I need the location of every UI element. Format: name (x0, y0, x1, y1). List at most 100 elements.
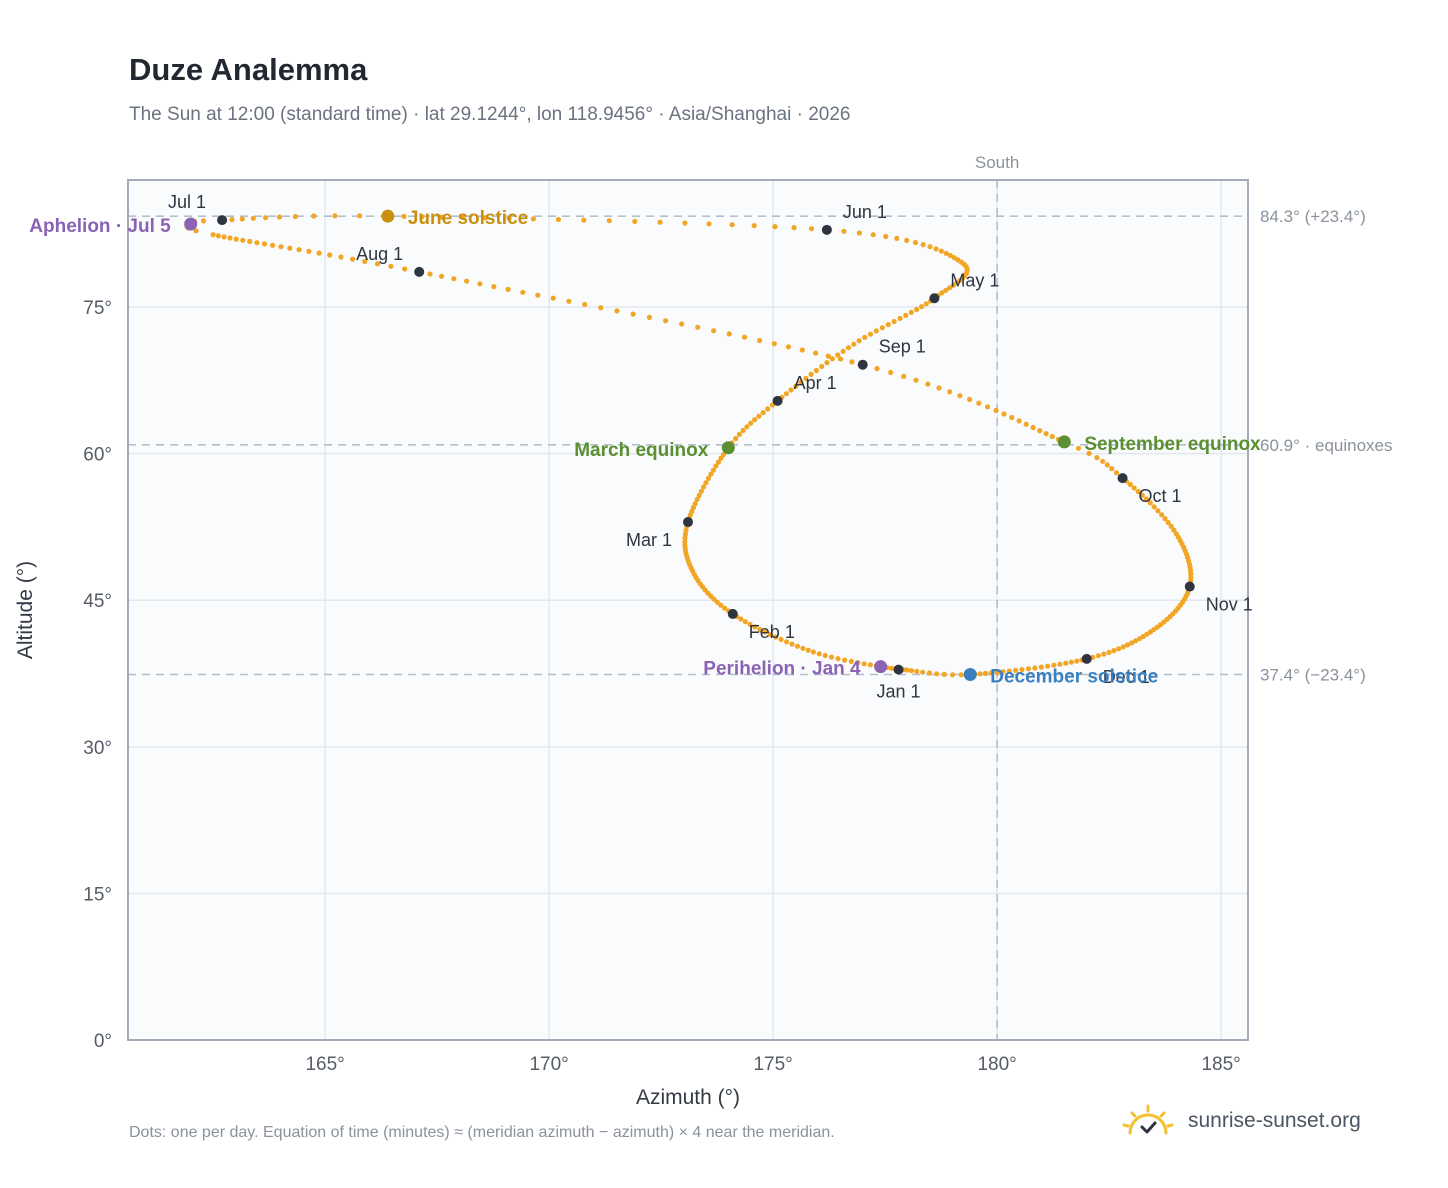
daily-dot (451, 276, 457, 282)
chart-title: Duze Analemma (129, 52, 368, 87)
daily-dot (1111, 648, 1117, 654)
month-marker (821, 224, 832, 235)
month-label: Dec 1 (1103, 667, 1150, 687)
daily-dot (491, 284, 497, 290)
daily-dot (943, 287, 949, 293)
daily-dot (936, 385, 942, 391)
daily-dot (855, 660, 861, 666)
daily-dot (711, 328, 717, 334)
daily-dot (713, 463, 719, 469)
daily-dot (976, 400, 982, 406)
daily-dot (933, 246, 939, 252)
event-label: September equinox (1084, 434, 1261, 455)
daily-dot (762, 629, 768, 635)
daily-dot (738, 616, 744, 622)
daily-dot (332, 213, 338, 219)
daily-dot (925, 381, 931, 387)
daily-dot (845, 345, 852, 351)
daily-dot (958, 672, 964, 678)
daily-dot (813, 350, 819, 356)
daily-dot (862, 334, 868, 340)
daily-dot (1019, 667, 1025, 673)
daily-dot (1147, 500, 1153, 506)
month-label: Jan 1 (877, 682, 921, 702)
daily-dot (788, 387, 794, 393)
daily-dot (402, 266, 408, 272)
daily-dot (736, 431, 743, 437)
daily-dot (388, 263, 394, 269)
event-label: December solstice (990, 667, 1158, 688)
month-marker (893, 664, 904, 675)
daily-dot (923, 301, 929, 307)
daily-dot (261, 241, 268, 247)
daily-dot (810, 649, 817, 655)
daily-dot (210, 232, 216, 238)
daily-dot (1094, 455, 1100, 461)
reference-line-label: 60.9° · equinoxes (1260, 436, 1393, 455)
daily-dot (726, 331, 732, 337)
daily-dot (1000, 669, 1006, 675)
daily-dot (401, 213, 407, 219)
daily-dot (357, 213, 363, 219)
daily-dot (800, 645, 806, 651)
daily-dot (805, 647, 811, 653)
daily-dot (316, 250, 322, 256)
daily-dot (715, 459, 722, 465)
daily-dot (263, 215, 269, 221)
daily-dot (221, 234, 227, 240)
daily-dot (824, 360, 830, 366)
daily-dot (1101, 651, 1107, 657)
y-axis-title: Altitude (°) (14, 561, 37, 659)
daily-dot (947, 389, 953, 395)
y-tick-label: 15° (83, 884, 112, 905)
daily-dot (439, 273, 445, 279)
reference-line-label: 37.4° (−23.4°) (1260, 666, 1366, 685)
daily-dot (943, 250, 949, 256)
y-tick-label: 0° (94, 1031, 112, 1052)
daily-dot (714, 599, 720, 605)
daily-dot (879, 325, 885, 331)
daily-dot (614, 308, 620, 314)
daily-dot (1168, 523, 1174, 529)
daily-dot (1095, 653, 1101, 659)
daily-dot (791, 225, 797, 231)
daily-dot (464, 278, 470, 284)
daily-dot (870, 232, 876, 238)
daily-dot (1013, 667, 1019, 674)
daily-dot (822, 652, 828, 659)
daily-dot (752, 417, 758, 423)
daily-dot (1135, 489, 1141, 495)
daily-dot (897, 315, 903, 321)
daily-dot (276, 214, 283, 220)
daily-dot (1086, 450, 1092, 456)
brand[interactable]: sunrise-sunset.org (1120, 1103, 1361, 1139)
sun-logo-icon (1122, 1104, 1174, 1135)
month-label: Jun 1 (843, 202, 887, 222)
daily-dot (741, 334, 748, 340)
month-label: Oct 1 (1139, 486, 1182, 506)
daily-dot (1127, 481, 1133, 488)
daily-dot (1068, 659, 1074, 665)
daily-dot (1001, 411, 1007, 417)
daily-dot (835, 352, 841, 358)
daily-dot (835, 656, 841, 662)
daily-dot (888, 369, 894, 376)
daily-dot (598, 305, 604, 311)
daily-dot (993, 407, 999, 414)
daily-dot (1171, 527, 1177, 533)
event-marker (721, 441, 735, 455)
daily-dot (505, 286, 511, 292)
daily-dot (306, 248, 312, 254)
daily-dot (632, 218, 638, 224)
daily-dot (555, 216, 562, 223)
daily-dot (419, 214, 425, 220)
daily-dot (757, 337, 763, 344)
month-marker (683, 517, 693, 528)
month-label: May 1 (950, 270, 999, 290)
daily-dot (808, 371, 814, 377)
daily-dot (520, 289, 526, 295)
daily-dot (1104, 462, 1110, 468)
daily-dot (582, 301, 588, 308)
daily-dot (1006, 668, 1012, 674)
